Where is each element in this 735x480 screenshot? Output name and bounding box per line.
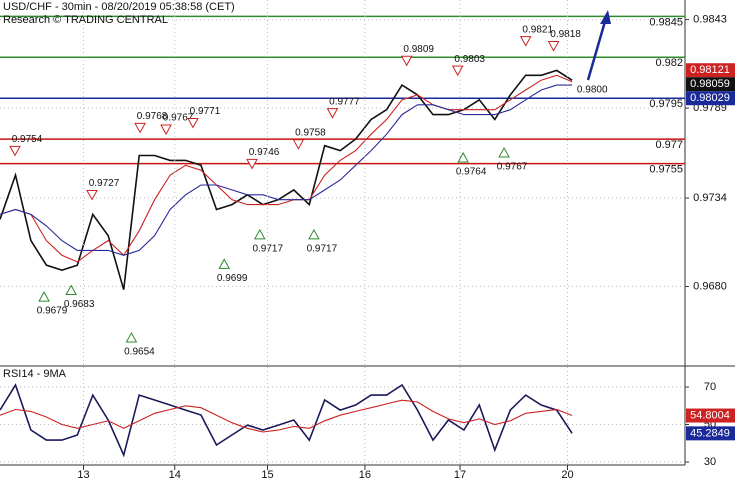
- y-tick-label: 70: [704, 381, 716, 393]
- series-line: [0, 69, 573, 290]
- y-tick-label: 0.9680: [693, 280, 727, 292]
- swing-high-marker: [292, 139, 305, 150]
- swing-high-marker: [134, 122, 146, 134]
- swing-high-marker: [246, 158, 258, 170]
- y-tick-label: 0.9843: [693, 14, 727, 26]
- swing-high-label: 0.9768: [137, 111, 168, 122]
- last-value-box: [686, 426, 735, 441]
- last-value-box: [686, 408, 735, 423]
- swing-low-label: 0.9683: [64, 299, 95, 310]
- y-tick-label: 0.9734: [693, 192, 727, 204]
- swing-high-marker: [187, 117, 199, 129]
- swing-low-label: 0.9679: [37, 306, 68, 317]
- swing-low-marker: [125, 331, 138, 343]
- chart-title: USD/CHF - 30min - 08/20/2019 05:38:58 (C…: [3, 1, 235, 13]
- x-tick-label: 14: [169, 469, 181, 480]
- swing-high-marker: [326, 108, 339, 119]
- swing-high-label: 0.9803: [454, 54, 485, 65]
- swing-low-label: 0.9699: [217, 273, 248, 284]
- swing-high-marker: [519, 36, 532, 47]
- swing-high-label: 0.9821: [522, 24, 553, 35]
- swing-high-marker: [9, 145, 21, 157]
- swing-high-label: 0.9754: [12, 134, 43, 145]
- swing-low-label: 0.9767: [497, 162, 528, 173]
- swing-high-marker: [86, 190, 98, 201]
- swing-low-marker: [457, 151, 469, 163]
- swing-low-marker: [38, 291, 50, 302]
- level-label: 0.9845: [649, 16, 683, 28]
- rsi-title: RSI14 - 9MA: [3, 368, 67, 380]
- swing-low-marker: [253, 228, 266, 240]
- swing-high-label: 0.9758: [295, 127, 326, 138]
- swing-high-label: 0.9771: [190, 106, 221, 117]
- swing-high-marker: [547, 41, 560, 52]
- series-line: [0, 399, 573, 433]
- series-line: [0, 84, 573, 256]
- last-value-label: 0.98059: [690, 78, 730, 90]
- last-value-box: [686, 77, 735, 92]
- swing-high-label: 0.9727: [89, 178, 120, 189]
- last-value-box: [686, 91, 735, 106]
- x-tick-label: 16: [359, 469, 371, 480]
- forecast-arrow: [586, 17, 608, 81]
- swing-high-label: 0.9767: [163, 113, 194, 124]
- x-tick-label: 13: [77, 469, 89, 480]
- level-label: 0.9795: [649, 98, 683, 110]
- swing-low-label: 0.9717: [252, 244, 283, 255]
- x-tick-label: 15: [261, 469, 273, 480]
- swing-high-label: 0.9746: [249, 147, 280, 158]
- swing-high-marker: [160, 124, 172, 136]
- target-label: 0.9800: [577, 85, 608, 96]
- level-label: 0.977: [655, 139, 683, 151]
- swing-low-label: 0.9654: [124, 347, 155, 358]
- series-line: [0, 383, 573, 458]
- forecast-arrow-head: [600, 10, 611, 24]
- swing-high-marker: [400, 55, 413, 67]
- x-tick-label: 20: [561, 469, 573, 480]
- last-value-label: 54.8004: [690, 409, 730, 421]
- swing-low-marker: [218, 258, 231, 269]
- x-tick-label: 17: [454, 469, 466, 480]
- swing-low-label: 0.9717: [307, 244, 338, 255]
- swing-low-marker: [308, 228, 320, 240]
- level-label: 0.9755: [649, 164, 683, 176]
- swing-low-marker: [498, 147, 510, 158]
- swing-high-label: 0.9777: [329, 96, 360, 107]
- swing-high-label: 0.9818: [550, 29, 581, 40]
- swing-low-marker: [65, 284, 77, 296]
- chart-subtitle: Research © TRADING CENTRAL: [3, 14, 168, 26]
- y-tick-label: 30: [704, 456, 716, 468]
- swing-low-label: 0.9764: [456, 167, 487, 178]
- swing-high-label: 0.9809: [403, 44, 434, 55]
- last-value-label: 45.2849: [690, 427, 730, 439]
- series-line: [0, 74, 573, 263]
- level-label: 0.982: [655, 57, 683, 69]
- last-value-box: [686, 63, 735, 78]
- last-value-label: 0.98029: [690, 92, 730, 104]
- last-value-label: 0.98121: [690, 64, 730, 76]
